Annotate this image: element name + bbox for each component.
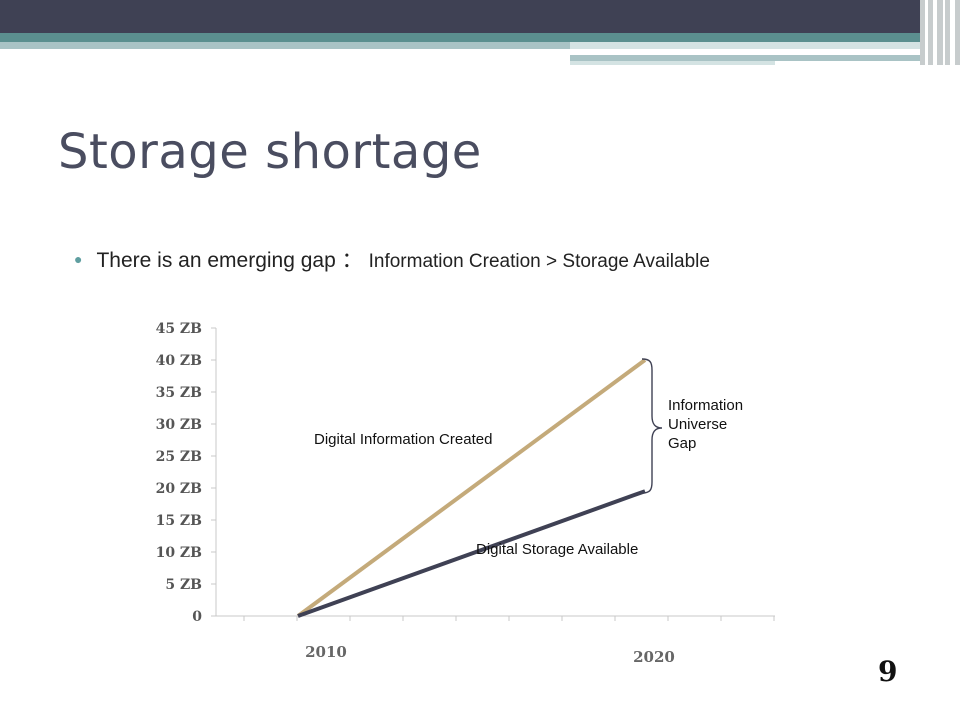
y-tick-label: 20 ZB [156, 481, 203, 497]
x-tick-label: 2020 [633, 648, 675, 666]
y-tick-label: 0 [192, 609, 202, 625]
y-tick-label: 40 ZB [156, 353, 203, 369]
series-line [298, 360, 645, 616]
y-tick-label: 35 ZB [156, 385, 203, 401]
gap-annotation: Information Universe Gap [668, 397, 743, 452]
x-tick-label: 2010 [305, 643, 347, 661]
page-number: 9 [878, 655, 897, 688]
gap-annotation-line: Universe [668, 416, 727, 433]
gap-brace [642, 359, 662, 493]
y-tick-label: 25 ZB [156, 449, 203, 465]
y-tick-label: 5 ZB [165, 577, 202, 593]
y-tick-label: 15 ZB [156, 513, 203, 529]
series-label: Digital Storage Available [476, 541, 638, 558]
y-tick-label: 30 ZB [156, 417, 203, 433]
gap-annotation-line: Gap [668, 435, 696, 452]
y-tick-label: 45 ZB [156, 321, 203, 337]
gap-annotation-line: Information [668, 397, 743, 414]
y-tick-label: 10 ZB [156, 545, 203, 561]
series-label: Digital Information Created [314, 431, 492, 448]
